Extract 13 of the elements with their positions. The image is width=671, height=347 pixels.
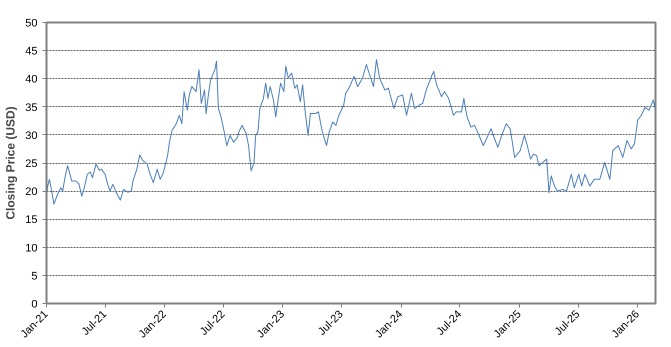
line-series <box>46 59 656 205</box>
y-tick-label: 0 <box>31 298 38 310</box>
y-tick-label: 25 <box>25 158 38 170</box>
y-tick-label: 5 <box>31 270 38 282</box>
y-tick-label: 45 <box>25 46 38 58</box>
y-tick-label: 30 <box>25 130 38 142</box>
y-tick-label: 10 <box>25 242 38 254</box>
y-tick-label: 40 <box>25 74 38 86</box>
y-tick-label: 15 <box>25 214 38 226</box>
y-tick-label: 50 <box>25 18 38 30</box>
y-tick-label: 35 <box>25 102 38 114</box>
y-tick-label: 20 <box>25 186 38 198</box>
y-axis-title: Closing Price (USD) <box>3 106 18 220</box>
